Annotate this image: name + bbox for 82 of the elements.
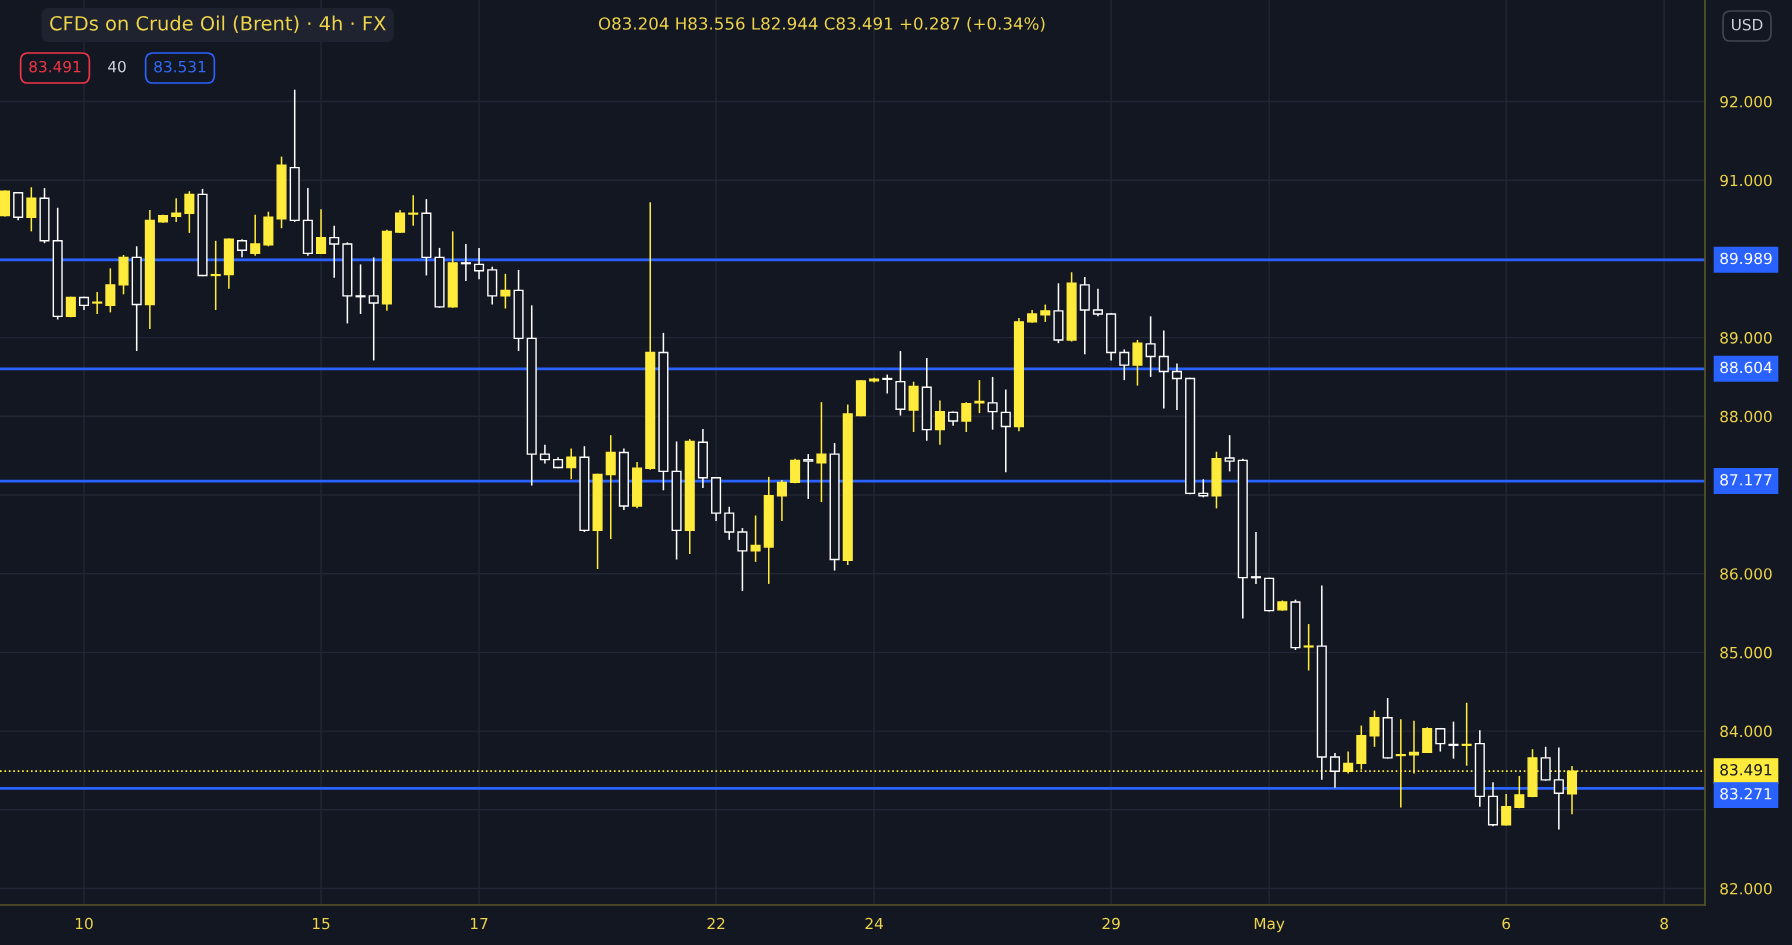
- y-tick-label: 84.000: [1720, 725, 1772, 738]
- candlestick: [776, 479, 787, 522]
- candlestick: [803, 453, 814, 500]
- annotation: 40: [108, 60, 126, 73]
- candlestick: [329, 225, 340, 279]
- text: CFDs on Crude Oil (Brent) · 4h · FX: [50, 15, 386, 33]
- y-tick-label: 88.000: [1720, 410, 1772, 423]
- y-tick-label: 85.000: [1720, 646, 1772, 659]
- candlestick: [1303, 623, 1314, 672]
- candlestick: [1145, 315, 1156, 378]
- candlestick: [1501, 793, 1512, 827]
- y-tick-label: 82.000: [1720, 882, 1772, 895]
- candlestick: [1553, 746, 1564, 831]
- candlestick: [987, 376, 998, 431]
- candlestick: [408, 194, 419, 227]
- ref-line-label: 83.491: [1720, 764, 1772, 776]
- x-tick-label: 6: [1502, 917, 1511, 930]
- ref-line-label: 89.989: [1720, 252, 1772, 265]
- candlestick: [934, 399, 945, 446]
- candlestick: [882, 373, 893, 395]
- candlestick: [460, 243, 471, 282]
- candlestick: [250, 214, 261, 257]
- candlestick: [236, 238, 248, 259]
- candlestick: [1329, 752, 1341, 789]
- candlestick: [737, 527, 748, 592]
- candlestick: [355, 263, 366, 315]
- x-tick-label: 15: [312, 917, 330, 930]
- candlestick: [1461, 701, 1472, 767]
- x-tick-label: 8: [1660, 917, 1668, 930]
- candlestick: [1132, 339, 1143, 387]
- candlestick: [790, 458, 801, 484]
- candlestick: [92, 291, 103, 315]
- candlestick: [1119, 348, 1130, 381]
- candlestick: [1422, 726, 1433, 754]
- candlestick: [1514, 775, 1525, 809]
- candlestick: [315, 208, 327, 255]
- candlestick: [1158, 329, 1169, 410]
- candlestick: [474, 247, 485, 281]
- candlestick: [1369, 709, 1380, 748]
- x-tick-label: 24: [865, 917, 883, 930]
- candlestick: [1224, 434, 1235, 473]
- x-tick-label: 29: [1102, 917, 1120, 930]
- candlestick: [724, 506, 735, 541]
- candlestick: [1395, 718, 1406, 809]
- y-tick-label: 89.000: [1720, 332, 1772, 344]
- candlestick: [566, 447, 577, 481]
- ref-line-label: 83.271: [1720, 788, 1772, 800]
- y-tick-label: 86.000: [1720, 568, 1772, 580]
- candlestick: [210, 240, 221, 311]
- candlestick: [1250, 531, 1262, 585]
- candlestick: [1448, 720, 1459, 760]
- candlestick: [816, 401, 827, 503]
- candlestick: [105, 267, 116, 314]
- candlestick: [26, 186, 37, 233]
- candlestick: [539, 443, 550, 465]
- annotation: 83.531: [154, 60, 206, 73]
- candlestick: [750, 514, 761, 563]
- x-tick-label: 17: [471, 917, 488, 930]
- ref-line-label: 87.177: [1720, 473, 1772, 486]
- annotation: O83.204 H83.556 L82.944 C83.491 +0.287 (+0.34%): [598, 16, 1045, 32]
- y-tick-label: 92.000: [1720, 95, 1772, 108]
- candlestick: [1540, 746, 1551, 782]
- candlestick: [605, 434, 616, 540]
- annotation: 83.491: [29, 60, 81, 73]
- candlestick: [368, 256, 379, 362]
- candlestick: [500, 273, 511, 310]
- candlestick: [1171, 362, 1183, 411]
- x-tick-label: 10: [75, 917, 93, 930]
- candlestick: [1000, 388, 1011, 473]
- x-tick-label: May: [1254, 917, 1285, 933]
- candlestick: [1092, 288, 1103, 318]
- candlestick: [1343, 750, 1354, 775]
- candlestick: [171, 197, 182, 223]
- y-tick-label: 91.000: [1720, 174, 1772, 187]
- candlestick: [908, 380, 919, 433]
- candlestick: [961, 401, 972, 433]
- text: USD: [1732, 18, 1763, 31]
- ref-line-label: 88.604: [1720, 361, 1772, 374]
- candlestick: [395, 209, 406, 234]
- x-tick-label: 22: [707, 917, 725, 930]
- candlestick: [974, 379, 985, 414]
- candlestick: [184, 190, 195, 234]
